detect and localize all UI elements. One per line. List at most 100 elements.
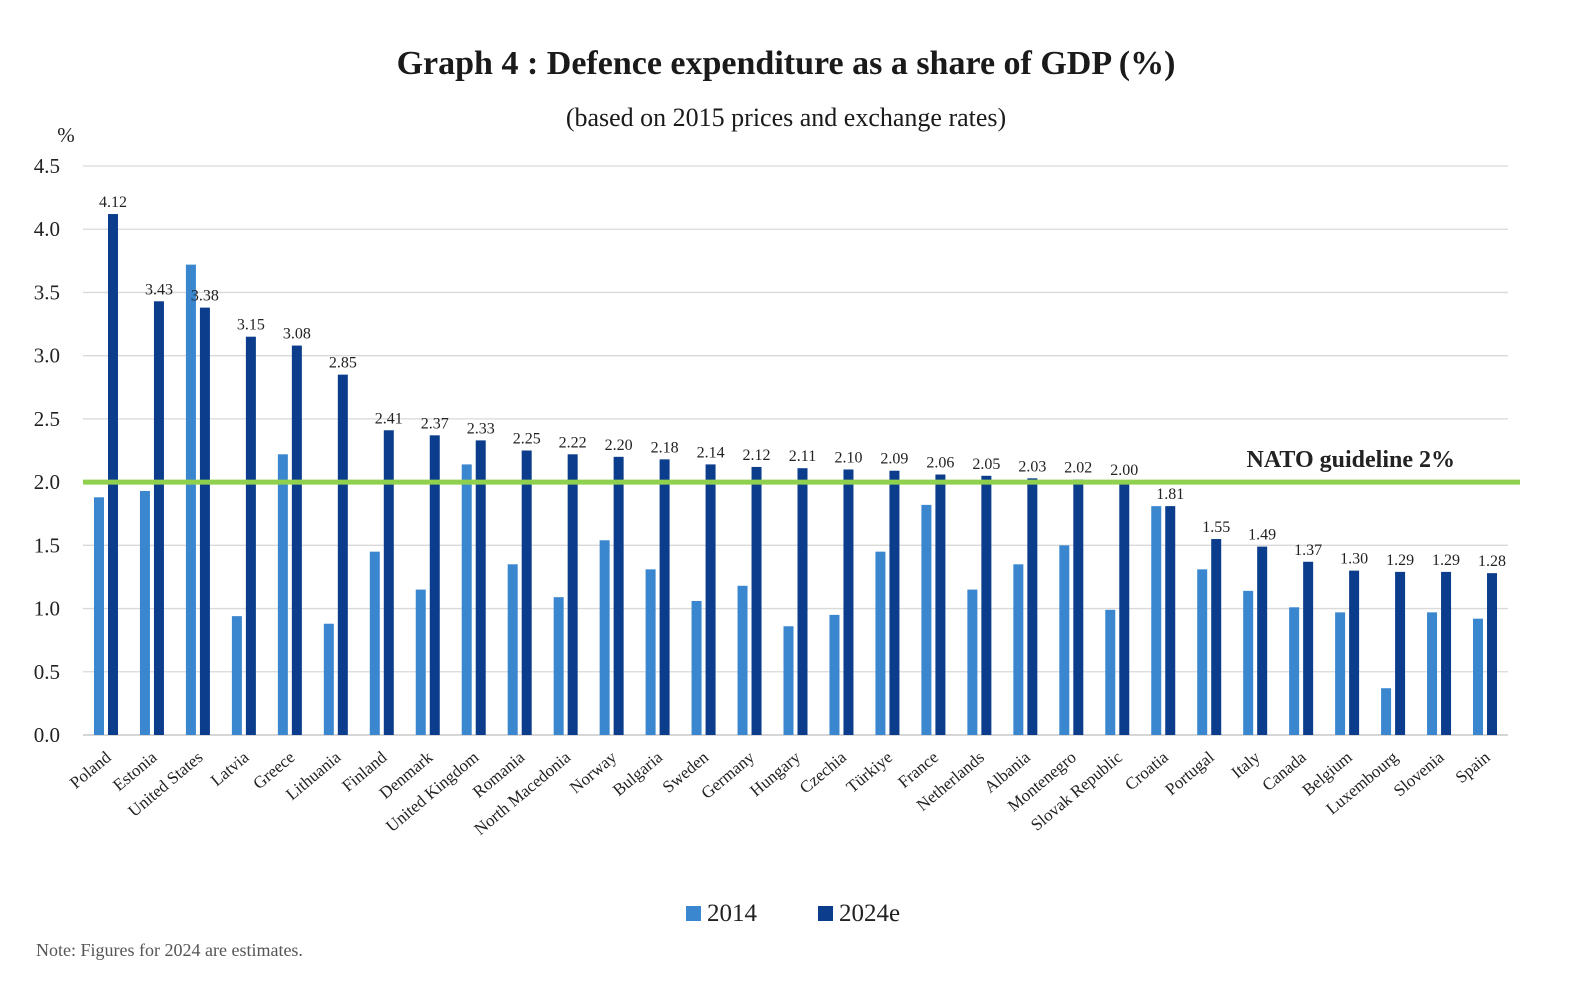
bar-2014	[967, 589, 978, 735]
x-tick-label: Latvia	[207, 747, 253, 790]
bar-2014	[277, 454, 288, 735]
bar-2024e	[889, 470, 900, 735]
data-label: 1.37	[1294, 542, 1322, 559]
data-label: 2.12	[743, 447, 771, 464]
data-label: 2.18	[651, 439, 679, 456]
chart-note: Note: Figures for 2024 are estimates.	[36, 940, 303, 960]
reference-line-label: NATO guideline 2%	[1247, 447, 1455, 473]
y-tick-label: 4.5	[34, 154, 60, 178]
bar-2014	[737, 585, 748, 735]
data-label: 1.81	[1156, 486, 1184, 503]
data-label: 3.08	[283, 326, 311, 343]
bar-2014	[1473, 618, 1484, 735]
bar-2024e	[199, 307, 210, 735]
bar-2024e	[1303, 561, 1314, 735]
y-tick-label: 2.5	[34, 407, 60, 431]
bar-2024e	[1257, 546, 1268, 735]
bar-2014	[231, 616, 242, 735]
y-tick-label: 0.0	[34, 723, 60, 747]
bar-2014	[1243, 590, 1254, 735]
data-label: 1.49	[1248, 527, 1276, 544]
bar-2014	[1381, 688, 1392, 735]
bar-2024e	[613, 456, 624, 735]
y-tick-label: 2.0	[34, 470, 60, 494]
bar-2024e	[567, 454, 578, 735]
data-label: 1.30	[1340, 551, 1368, 568]
bar-2014	[139, 490, 150, 735]
bars	[93, 214, 1498, 735]
data-label: 3.38	[191, 288, 219, 305]
data-label: 2.25	[513, 431, 541, 448]
bar-2014	[691, 600, 702, 735]
data-label: 2.06	[926, 455, 954, 472]
data-label: 1.29	[1432, 552, 1460, 569]
y-tick-label: 4.0	[34, 217, 60, 241]
data-label: 2.09	[880, 451, 908, 468]
y-tick-label: 3.5	[34, 280, 60, 304]
bar-2014	[1335, 612, 1346, 735]
y-axis: % 0.0 0.5 1.0 1.5 2.0 2.5 3.0 3.5 4.0 4.5	[34, 123, 75, 747]
data-label: 3.15	[237, 317, 265, 334]
bar-2014	[1289, 607, 1300, 735]
x-tick-label: Czechia	[796, 747, 850, 797]
x-tick-label: Italy	[1228, 747, 1264, 782]
bar-2014	[1105, 609, 1116, 735]
bar-2014	[1059, 545, 1070, 735]
legend-swatch	[818, 906, 833, 921]
bar-2014	[1197, 569, 1208, 735]
data-label: 2.00	[1110, 462, 1138, 479]
bar-2024e	[1027, 478, 1038, 735]
x-tick-label: Poland	[66, 747, 115, 792]
bar-2024e	[981, 475, 992, 735]
bar-2014	[507, 564, 518, 735]
bar-2024e	[429, 435, 440, 735]
chart-title: Graph 4 : Defence expenditure as a share…	[396, 45, 1176, 82]
data-label: 1.29	[1386, 552, 1414, 569]
bar-2024e	[1395, 571, 1406, 735]
bar-2014	[645, 569, 656, 735]
bar-2024e	[291, 345, 302, 735]
legend-label: 2014	[707, 900, 758, 927]
data-label: 4.12	[99, 194, 127, 211]
bar-2024e	[1119, 482, 1130, 735]
chart-subtitle: (based on 2015 prices and exchange rates…	[565, 103, 1007, 132]
bar-2014	[783, 626, 794, 735]
data-label: 2.33	[467, 420, 495, 437]
data-label: 1.28	[1478, 553, 1506, 570]
bar-2014	[553, 597, 564, 735]
y-axis-label: %	[57, 123, 75, 147]
y-tick-label: 0.5	[34, 660, 60, 684]
bar-2014	[323, 623, 334, 735]
bar-2014	[1013, 564, 1024, 735]
bar-2024e	[475, 440, 486, 735]
data-label: 3.43	[145, 281, 173, 298]
bar-2014	[461, 464, 472, 735]
data-label: 2.37	[421, 415, 449, 432]
x-tick-label: Bulgaria	[609, 747, 666, 799]
bar-2014	[921, 504, 932, 735]
y-tick-label: 1.5	[34, 533, 60, 557]
data-label: 2.22	[559, 434, 587, 451]
legend: 2014 2024e	[686, 900, 900, 927]
data-label: 2.05	[972, 456, 1000, 473]
bar-2024e	[337, 374, 348, 735]
bar-2024e	[1211, 539, 1222, 735]
bar-2014	[599, 540, 610, 735]
data-label: 1.55	[1202, 519, 1230, 536]
data-label: 2.14	[697, 444, 725, 461]
bar-2014	[1151, 506, 1162, 735]
bar-2024e	[797, 468, 808, 735]
bar-2024e	[751, 466, 762, 735]
bar-2024e	[843, 469, 854, 735]
data-label: 2.10	[834, 449, 862, 466]
data-label: 2.41	[375, 410, 403, 427]
data-label: 2.20	[605, 437, 633, 454]
x-tick-label: Türkiye	[843, 748, 896, 797]
x-tick-label: Slovenia	[1390, 747, 1448, 800]
bar-2014	[93, 497, 104, 735]
data-label: 2.85	[329, 355, 357, 372]
reference-line-group: NATO guideline 2%	[83, 447, 1520, 485]
bar-2014	[369, 551, 380, 735]
